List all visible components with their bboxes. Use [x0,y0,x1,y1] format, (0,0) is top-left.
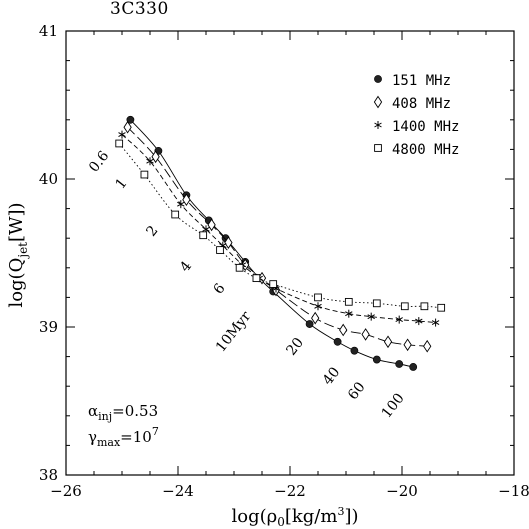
data-point [252,274,261,283]
x-tick-label: −26 [50,482,82,500]
data-point [423,339,432,353]
x-tick-label: −22 [274,482,306,500]
data-point [372,355,381,364]
data-point [224,236,233,249]
legend-marker [374,144,382,152]
age-label: 20 [283,335,307,359]
data-point [146,157,154,166]
age-label: 0.6 [86,148,112,175]
y-axis-label: log(Qjet[W]) [6,202,30,307]
data-point [216,246,224,254]
data-point [333,337,342,346]
alpha-param: αinj=0.53 [88,402,158,423]
legend-label: 151 MHz [392,73,451,89]
age-label: 100 [379,390,408,421]
legend-marker [373,95,383,109]
legend-label: 1400 MHz [392,119,459,135]
data-point [395,360,404,368]
age-label: 1 [113,175,131,192]
series-3 [115,139,446,312]
data-point [437,303,446,312]
data-point [177,200,185,209]
age-label: 10Myr [213,308,255,355]
gamma-param: γmax=107 [88,425,159,449]
data-point [123,120,132,134]
legend: 151 MHz 408 MHz 1400 MHz 4800 MHz [373,73,459,158]
data-point [420,302,429,311]
series-layer [115,115,446,371]
data-point [118,130,126,139]
series-1 [123,120,432,353]
data-point [431,318,440,327]
data-point [415,317,423,326]
age-label: 60 [345,379,369,403]
data-point [361,328,370,341]
series-line [121,134,436,324]
data-point [182,193,191,207]
data-point [171,210,180,219]
x-axis: −26 −24 −22 −20 −18 [50,31,529,500]
series-line [118,143,442,309]
data-point [409,363,418,371]
data-point [344,297,353,306]
chart-title: 3C330 [110,0,169,19]
data-point [199,231,208,240]
data-point [151,150,160,164]
data-point [140,170,149,179]
data-point [395,315,403,324]
age-label: 40 [320,364,344,388]
age-label: 4 [177,258,195,275]
data-point [269,280,278,288]
data-point [403,338,412,352]
y-tick-label: 41 [39,22,58,40]
series-0 [126,115,418,371]
y-tick-label: 40 [39,170,58,188]
y-tick-label: 39 [39,318,58,336]
data-point [314,302,322,311]
x-tick-label: −20 [386,482,418,500]
legend-marker [374,121,382,129]
data-point [372,299,381,308]
age-label: 2 [143,223,161,240]
data-point [383,335,393,349]
data-point [367,312,375,321]
legend-label: 4800 MHz [392,142,459,158]
series-line [127,126,428,347]
data-point [339,323,348,337]
data-point [311,311,320,325]
data-point [345,309,353,318]
legend-marker [374,75,382,83]
data-point [115,139,124,148]
series-line [130,119,414,368]
data-point [207,218,216,232]
data-point [305,320,314,328]
x-tick-label: −18 [498,482,529,500]
data-point [350,346,359,355]
data-point [314,293,322,302]
legend-label: 408 MHz [392,96,451,112]
data-point [400,302,409,311]
data-point [235,263,244,272]
data-point [126,115,135,124]
x-axis-label: log(ρ0[kg/m3]) [231,505,358,529]
y-tick-label: 38 [39,466,58,484]
age-label: 6 [211,281,229,298]
x-tick-label: −24 [162,482,194,500]
